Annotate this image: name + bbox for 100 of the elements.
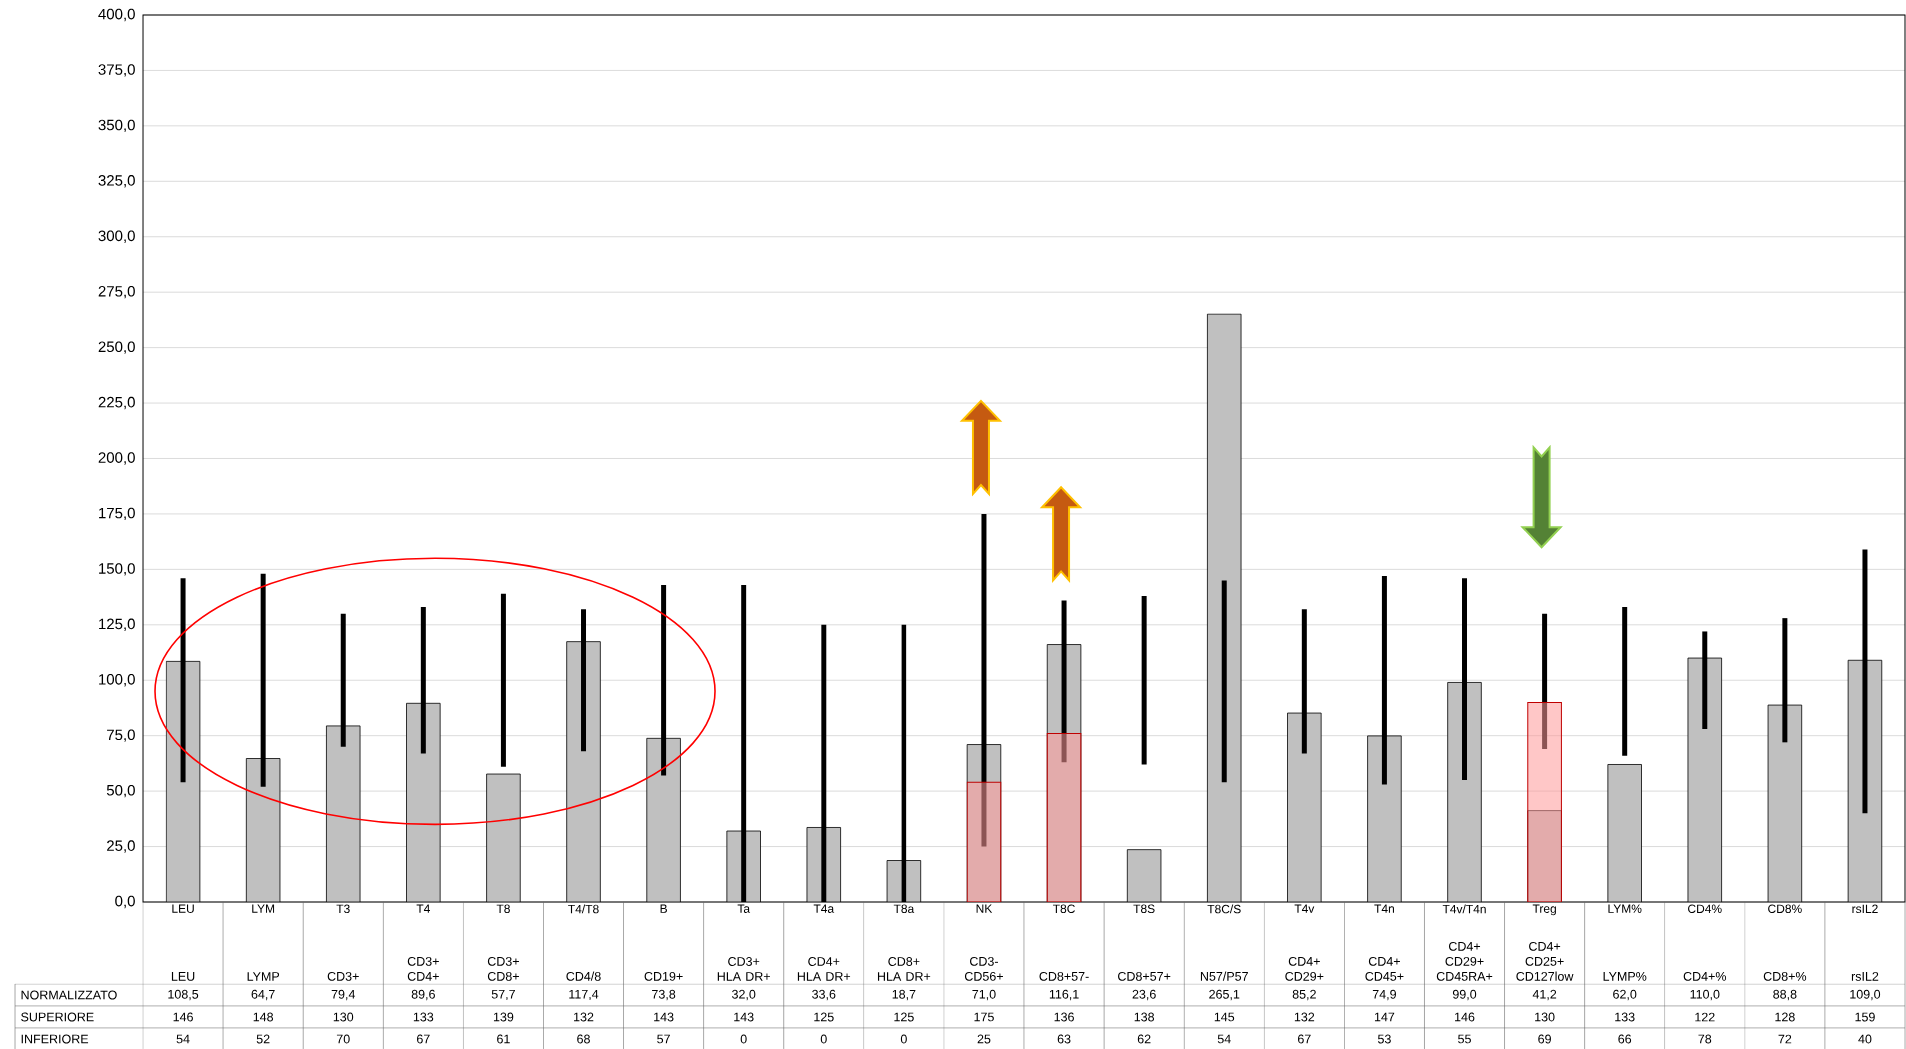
text: 146 — [173, 1012, 193, 1022]
text: 132 — [1294, 1012, 1315, 1022]
text: CD3- CD56+ — [964, 956, 1003, 981]
text: 125 — [814, 1012, 834, 1022]
y-tick-label: 125,0 — [99, 618, 135, 631]
text: 147 — [1374, 1012, 1395, 1022]
y-tick-label: 300,0 — [98, 230, 135, 243]
text: 66 — [1618, 1034, 1632, 1044]
text: CD3+ — [327, 971, 359, 981]
y-tick-label: 400,0 — [98, 8, 135, 22]
y-tick-label: 375,0 — [98, 64, 135, 77]
x-tick-label: T4a — [813, 904, 835, 913]
text: 125 — [894, 1012, 914, 1022]
y-tick-label: 150,0 — [99, 563, 135, 576]
bar — [406, 702, 441, 902]
text: 40 — [1858, 1034, 1872, 1044]
x-tick-label: Ta — [737, 904, 751, 913]
x-tick-label: CD8% — [1768, 904, 1802, 914]
text: 175 — [974, 1012, 994, 1022]
y-tick-label: 350,0 — [98, 119, 135, 133]
data-label: 71,0 — [972, 989, 996, 1001]
text: 133 — [413, 1012, 434, 1022]
bar — [1687, 657, 1722, 902]
bar — [1367, 735, 1402, 902]
bar — [1046, 732, 1082, 902]
text: 143 — [654, 1012, 674, 1022]
y-tick-label: 50,0 — [106, 784, 135, 798]
x-tick-label: T8S — [1133, 904, 1155, 914]
text: CD3+ CD8+ — [487, 956, 519, 981]
y-tick-label: 225,0 — [98, 396, 135, 410]
text: CD4+ CD29+ CD45RA+ — [1436, 941, 1493, 981]
text: 136 — [1054, 1012, 1074, 1022]
text: 148 — [253, 1012, 274, 1022]
bar — [1207, 313, 1242, 902]
text: 55 — [1458, 1034, 1471, 1044]
data-label: 64,7 — [251, 989, 275, 1001]
text: 145 — [1214, 1012, 1235, 1022]
x-tick-label: rsIL2 — [1852, 904, 1878, 914]
x-tick-label: B — [660, 904, 667, 913]
text: 0 — [900, 1034, 907, 1044]
data-label: 89,6 — [411, 989, 435, 1001]
bar — [566, 641, 601, 902]
data-label: 57,7 — [491, 989, 515, 1001]
text: 130 — [1535, 1012, 1555, 1022]
x-tick-label: T4v/T4n — [1442, 904, 1486, 914]
text: CD4+ CD45+ — [1365, 956, 1404, 981]
text: CD4/8 — [566, 971, 601, 981]
text: rsIL2 — [1851, 971, 1879, 981]
y-tick-label: 200,0 — [98, 452, 135, 465]
bar — [1527, 810, 1562, 902]
x-tick-label: T8a — [893, 904, 915, 914]
data-label: 85,2 — [1292, 989, 1316, 1001]
bar — [1447, 682, 1482, 902]
text: 54 — [1217, 1034, 1231, 1044]
text: 0 — [740, 1034, 747, 1044]
data-label: 33,6 — [812, 989, 836, 1001]
bar — [646, 737, 681, 902]
text: CD8+ HLA DR+ — [877, 957, 931, 981]
data-label: 73,8 — [652, 989, 676, 1001]
text: CD4+ HLA DR+ — [797, 957, 851, 981]
bar — [245, 758, 281, 902]
bar — [1767, 704, 1803, 902]
data-label: 18,7 — [892, 989, 916, 1001]
x-tick-label: CD4% — [1688, 904, 1722, 914]
y-tick-label: 75,0 — [107, 729, 135, 742]
x-tick-label: T8 — [496, 904, 510, 914]
data-label: 88,8 — [1773, 989, 1797, 1001]
data-label: 117,4 — [569, 989, 599, 1001]
text: CD4+ CD25+ CD127low — [1516, 941, 1574, 981]
text: 57 — [657, 1034, 670, 1044]
bar — [486, 773, 521, 902]
y-tick-label: 25,0 — [107, 840, 135, 853]
data-label: 32,0 — [732, 989, 756, 1001]
y-tick-label: 275,0 — [98, 285, 135, 299]
text: CD19+ — [644, 971, 683, 981]
text: 128 — [1775, 1012, 1795, 1022]
text: 146 — [1455, 1012, 1475, 1022]
x-tick-label: T3 — [336, 904, 350, 914]
text: 133 — [1615, 1012, 1635, 1022]
text: CD4+% — [1683, 971, 1727, 981]
text: LYMP% — [1603, 972, 1647, 981]
x-tick-label: T4/T8 — [568, 904, 599, 914]
text: 70 — [336, 1034, 350, 1044]
x-tick-label: LEU — [172, 904, 194, 913]
data-label: 110,0 — [1690, 989, 1720, 1001]
bar — [1287, 712, 1322, 902]
data-label: 79,4 — [331, 989, 356, 1001]
data-label: 62,0 — [1613, 989, 1637, 1001]
text: 0 — [820, 1034, 827, 1044]
bar — [1607, 764, 1642, 902]
data-label: 41,2 — [1532, 989, 1557, 1001]
text: 63 — [1057, 1034, 1071, 1044]
text: LEU — [171, 972, 195, 981]
x-tick-label: LYM% — [1608, 904, 1642, 913]
text: 25 — [977, 1034, 991, 1044]
text: 122 — [1695, 1012, 1715, 1022]
text: CD3+ CD4+ — [407, 956, 439, 981]
y-tick-label: 325,0 — [98, 175, 135, 188]
text: CD3+ HLA DR+ — [717, 957, 770, 981]
text: 67 — [417, 1034, 430, 1044]
